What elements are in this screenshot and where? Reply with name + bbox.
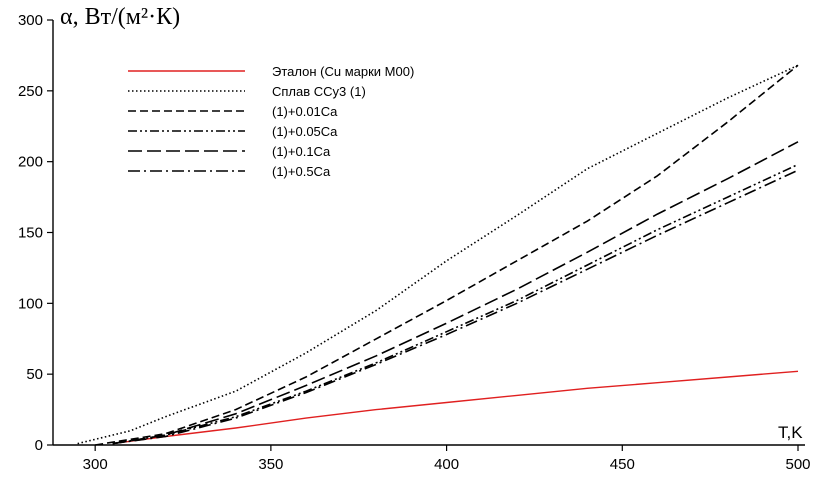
x-axis-title: T,K <box>778 423 803 442</box>
series-lines <box>77 64 799 446</box>
y-tick-label: 0 <box>35 437 43 454</box>
y-ticks: 0 50 100 150 200 250 300 <box>18 12 53 454</box>
series-line-6 <box>112 169 799 445</box>
series-line-2 <box>77 64 799 445</box>
y-axis-title: α, Вт/(м²·К) <box>60 4 180 30</box>
legend-label: Сплав ССу3 (1) <box>272 84 366 99</box>
x-tick-label: 500 <box>785 456 810 473</box>
legend-label: (1)+0.1Ca <box>272 144 331 159</box>
series-line-5 <box>112 141 799 445</box>
series-line-1 <box>112 370 799 445</box>
legend-label: (1)+0.05Ca <box>272 124 338 139</box>
x-tick-label: 400 <box>434 456 459 473</box>
legend: Эталон (Cu марки M00) Сплав ССу3 (1) (1)+0… <box>128 64 414 179</box>
axes <box>52 20 805 446</box>
series-line-3 <box>95 64 799 446</box>
x-tick-label: 350 <box>258 456 283 473</box>
y-tick-label: 300 <box>18 12 43 29</box>
y-tick-label: 150 <box>18 225 43 242</box>
legend-label: Эталон (Cu марки M00) <box>272 64 414 79</box>
legend-label: (1)+0.5Ca <box>272 164 331 179</box>
series-line-4 <box>112 163 799 445</box>
x-tick-label: 300 <box>83 456 108 473</box>
y-tick-label: 250 <box>18 83 43 100</box>
x-tick-label: 450 <box>610 456 635 473</box>
y-tick-label: 50 <box>26 366 43 383</box>
y-tick-label: 200 <box>18 154 43 171</box>
legend-label: (1)+0.01Ca <box>272 104 338 119</box>
x-ticks: 300 350 400 450 500 <box>83 445 811 473</box>
y-tick-label: 100 <box>18 295 43 312</box>
